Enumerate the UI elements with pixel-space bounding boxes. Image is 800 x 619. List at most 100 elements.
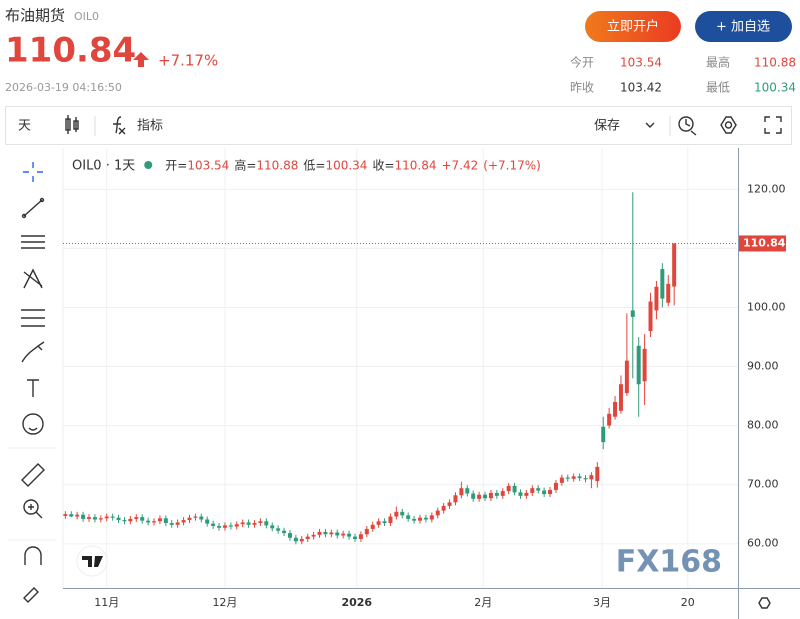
candle-body — [358, 534, 363, 539]
candle-body — [193, 516, 198, 518]
candle-body — [270, 525, 275, 529]
candle-body — [447, 502, 452, 506]
candle-body — [335, 532, 340, 536]
alert-button[interactable] — [678, 116, 697, 136]
candle-body — [477, 494, 482, 499]
title: 布油期货 — [5, 7, 65, 25]
candle-body — [453, 495, 458, 503]
legend-value: 110.88 — [256, 159, 298, 173]
x-tick-label: 12月 — [212, 596, 237, 609]
legend-label: 低= — [303, 159, 325, 173]
period-button[interactable]: 天 — [18, 119, 31, 134]
candle-body — [483, 494, 488, 499]
candle-body — [506, 485, 511, 492]
candle-body — [110, 516, 115, 518]
candle-body — [636, 345, 641, 385]
candle-body — [441, 505, 446, 511]
legend-change: +7.42 — [442, 159, 479, 173]
candle-body — [418, 517, 423, 521]
candle-body — [630, 310, 635, 317]
button-label[interactable]: + 加自选 — [716, 20, 770, 35]
candle-body — [607, 413, 612, 426]
candle-body — [613, 401, 618, 417]
candle-body — [423, 517, 428, 520]
last-price-tag — [739, 235, 786, 252]
candle-body — [222, 525, 227, 528]
button-label[interactable]: 立即开户 — [607, 19, 659, 35]
save-button[interactable]: 保存 — [594, 119, 620, 134]
stat-value: 100.34 — [754, 81, 796, 95]
candle-body — [116, 517, 121, 521]
candle-body — [69, 514, 74, 517]
tv-logo — [76, 545, 108, 577]
candle-body — [92, 517, 97, 520]
indicators-button[interactable]: 指标 — [137, 119, 163, 134]
chevron[interactable] — [645, 122, 655, 128]
up-arrow — [133, 52, 149, 67]
candle-body — [146, 520, 151, 523]
candle-body — [524, 492, 529, 496]
candle-body — [435, 510, 440, 516]
legend-label: 收= — [372, 159, 394, 173]
candle-type-button[interactable] — [65, 115, 79, 134]
candle-body — [258, 521, 263, 524]
candle-body — [205, 519, 210, 524]
x-tick-label: 11月 — [94, 596, 119, 609]
candle-body — [648, 301, 653, 332]
candle-body — [63, 514, 68, 516]
candle-body — [512, 485, 517, 493]
candle-body — [181, 520, 186, 523]
candle-body — [465, 488, 470, 494]
candle-body — [530, 488, 535, 493]
stat-value: 110.88 — [754, 56, 796, 70]
axis-settings[interactable] — [758, 597, 771, 609]
candle-body — [228, 525, 233, 527]
y-tick-label: 90.00 — [747, 360, 779, 373]
candle-body — [642, 348, 647, 382]
candle-body — [217, 525, 222, 528]
candle-body — [571, 476, 576, 479]
candle-body — [666, 283, 671, 303]
candle-body — [548, 489, 553, 495]
legend-label: 开= — [165, 159, 187, 173]
candle-body — [163, 518, 168, 524]
candle-body — [187, 517, 192, 521]
open-account-button[interactable] — [585, 11, 681, 42]
candle-body — [282, 530, 287, 534]
toolbar — [5, 106, 792, 145]
candle-body — [323, 531, 328, 535]
candle-body — [394, 511, 399, 517]
drawing-tools[interactable] — [21, 162, 50, 603]
candle-body — [87, 517, 92, 519]
candle-body — [246, 522, 251, 525]
candle-body — [618, 384, 623, 411]
x-tick-label: 2026 — [341, 596, 372, 609]
fullscreen-button[interactable] — [764, 116, 782, 134]
candle-body — [240, 522, 245, 525]
candle-body — [542, 490, 547, 495]
candle-body — [471, 493, 476, 499]
candle-body — [98, 518, 103, 520]
candle-body — [553, 482, 558, 490]
candle-body — [500, 491, 505, 496]
candle-body — [494, 492, 499, 496]
candle-body — [459, 488, 464, 496]
price: 110.84 — [5, 31, 136, 71]
candle-body — [429, 515, 434, 520]
candle-body — [329, 532, 334, 535]
fx-icon[interactable] — [113, 116, 126, 135]
candle-body — [199, 516, 204, 520]
settings-button[interactable] — [720, 116, 737, 134]
legend-value: 103.54 — [187, 159, 229, 173]
candle-body — [157, 518, 162, 522]
candle-body — [299, 538, 304, 542]
candle-body — [376, 521, 381, 525]
candle-body — [104, 516, 109, 519]
y-tick-label: 70.00 — [747, 478, 779, 491]
candle-body — [654, 286, 659, 311]
candle-body — [388, 516, 393, 524]
candle-body — [406, 515, 411, 519]
candle-body — [488, 492, 493, 499]
watchlist-button[interactable] — [695, 11, 792, 42]
